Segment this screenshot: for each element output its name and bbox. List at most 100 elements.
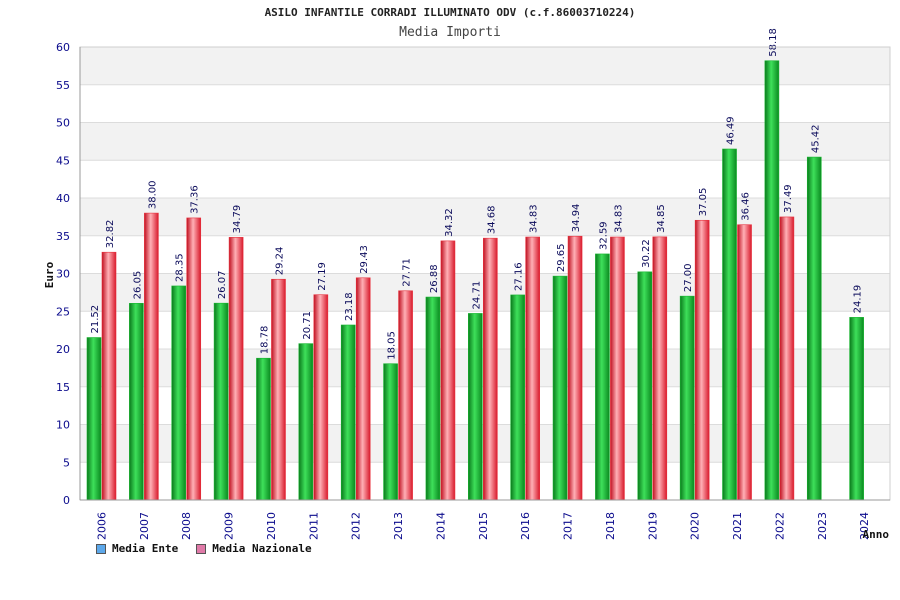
x-tick-label: 2013	[392, 512, 405, 540]
bar-ente	[340, 324, 356, 501]
grid-band	[80, 160, 890, 198]
data-label: 46.49	[726, 116, 737, 145]
data-label: 24.19	[853, 285, 864, 314]
data-label: 34.79	[232, 205, 243, 234]
bar-ente	[637, 271, 653, 501]
y-axis-title: Euro	[43, 261, 56, 288]
bar-nazionale	[228, 237, 244, 501]
x-tick-label: 2016	[519, 512, 532, 540]
data-label: 23.18	[344, 292, 355, 321]
data-label: 26.88	[429, 264, 440, 293]
legend-swatch-ente	[96, 543, 106, 554]
grid-band	[80, 47, 890, 85]
bar-nazionale	[567, 235, 583, 501]
bar-ente	[679, 295, 695, 501]
data-label: 26.07	[217, 271, 228, 300]
data-label: 36.46	[741, 192, 752, 221]
x-tick-label: 2019	[646, 512, 659, 540]
bar-nazionale	[525, 236, 540, 501]
x-tick-label: 2010	[265, 512, 278, 540]
x-tick-label: 2009	[223, 512, 236, 540]
y-tick-label: 25	[56, 305, 70, 318]
data-label: 34.94	[571, 204, 582, 233]
data-label: 18.05	[387, 331, 398, 360]
bar-nazionale	[737, 224, 752, 501]
y-tick-label: 20	[56, 343, 70, 356]
data-label: 27.71	[402, 258, 413, 287]
y-tick-label: 5	[63, 456, 70, 469]
y-tick-label: 30	[56, 268, 70, 281]
bar-ente	[764, 60, 780, 501]
data-label: 32.59	[598, 221, 609, 250]
x-tick-label: 2023	[816, 512, 829, 540]
data-label: 34.85	[656, 204, 667, 233]
bar-nazionale	[186, 217, 202, 501]
data-label: 20.71	[302, 311, 313, 340]
legend-label-nazionale: Media Nazionale	[212, 542, 312, 555]
data-label: 30.22	[641, 239, 652, 268]
bar-nazionale	[101, 251, 117, 501]
x-tick-label: 2022	[773, 512, 786, 540]
x-tick-label: 2006	[96, 512, 109, 540]
data-label: 27.19	[317, 262, 328, 291]
legend-swatch-nazionale	[196, 543, 207, 554]
data-label: 37.36	[190, 185, 201, 214]
data-label: 58.18	[768, 28, 779, 57]
y-tick-label: 50	[56, 117, 70, 130]
x-tick-label: 2014	[434, 512, 447, 540]
data-label: 18.78	[259, 326, 270, 355]
x-axis-title: Anno	[863, 528, 890, 541]
y-tick-label: 45	[56, 154, 70, 167]
legend-label-ente: Media Ente	[112, 542, 179, 555]
data-label: 37.05	[698, 188, 709, 217]
bar-ente	[722, 148, 737, 501]
x-tick-label: 2017	[562, 512, 575, 540]
x-tick-label: 2007	[138, 512, 151, 540]
legend: Media Ente Media Nazionale	[96, 542, 312, 555]
data-label: 27.16	[514, 262, 525, 291]
data-label: 26.05	[132, 271, 143, 300]
legend-item-nazionale: Media Nazionale	[196, 542, 312, 555]
y-tick-label: 60	[56, 41, 70, 54]
x-tick-label: 2015	[477, 512, 490, 540]
bar-ente	[425, 296, 441, 501]
x-tick-label: 2020	[689, 512, 702, 540]
data-label: 38.00	[147, 180, 158, 209]
bar-ente	[86, 337, 102, 501]
data-label: 24.71	[471, 281, 482, 310]
data-label: 34.32	[444, 208, 455, 237]
bar-nazionale	[271, 278, 286, 501]
bar-ente	[171, 285, 187, 501]
bar-nazionale	[355, 277, 371, 501]
data-label: 28.35	[175, 253, 186, 282]
data-label: 29.65	[556, 244, 567, 273]
bar-ente	[806, 156, 822, 501]
bar-ente	[213, 302, 229, 501]
legend-item-ente: Media Ente	[96, 542, 178, 555]
data-label: 21.52	[90, 305, 101, 334]
chart-title: ASILO INFANTILE CORRADI ILLUMINATO ODV (…	[264, 6, 636, 19]
y-tick-label: 10	[56, 419, 70, 432]
bar-ente	[595, 253, 610, 501]
x-tick-label: 2012	[350, 512, 363, 540]
bar-ente	[129, 303, 144, 501]
y-tick-label: 15	[56, 381, 70, 394]
data-label: 34.83	[613, 204, 624, 233]
bar-ente	[552, 275, 568, 501]
grid-band	[80, 198, 890, 236]
data-label: 29.43	[359, 245, 370, 274]
y-tick-label: 0	[63, 494, 70, 507]
x-tick-label: 2008	[180, 512, 193, 540]
bar-ente	[256, 357, 271, 501]
bar-ente	[510, 294, 525, 501]
data-label: 29.24	[274, 247, 285, 276]
data-label: 34.83	[529, 204, 540, 233]
x-tick-label: 2021	[731, 512, 744, 540]
bar-nazionale	[440, 240, 456, 501]
grid-band	[80, 84, 890, 123]
bar-ente	[298, 343, 314, 501]
data-label: 37.49	[783, 184, 794, 213]
grid-band	[80, 122, 890, 161]
bar-nazionale	[144, 212, 159, 501]
